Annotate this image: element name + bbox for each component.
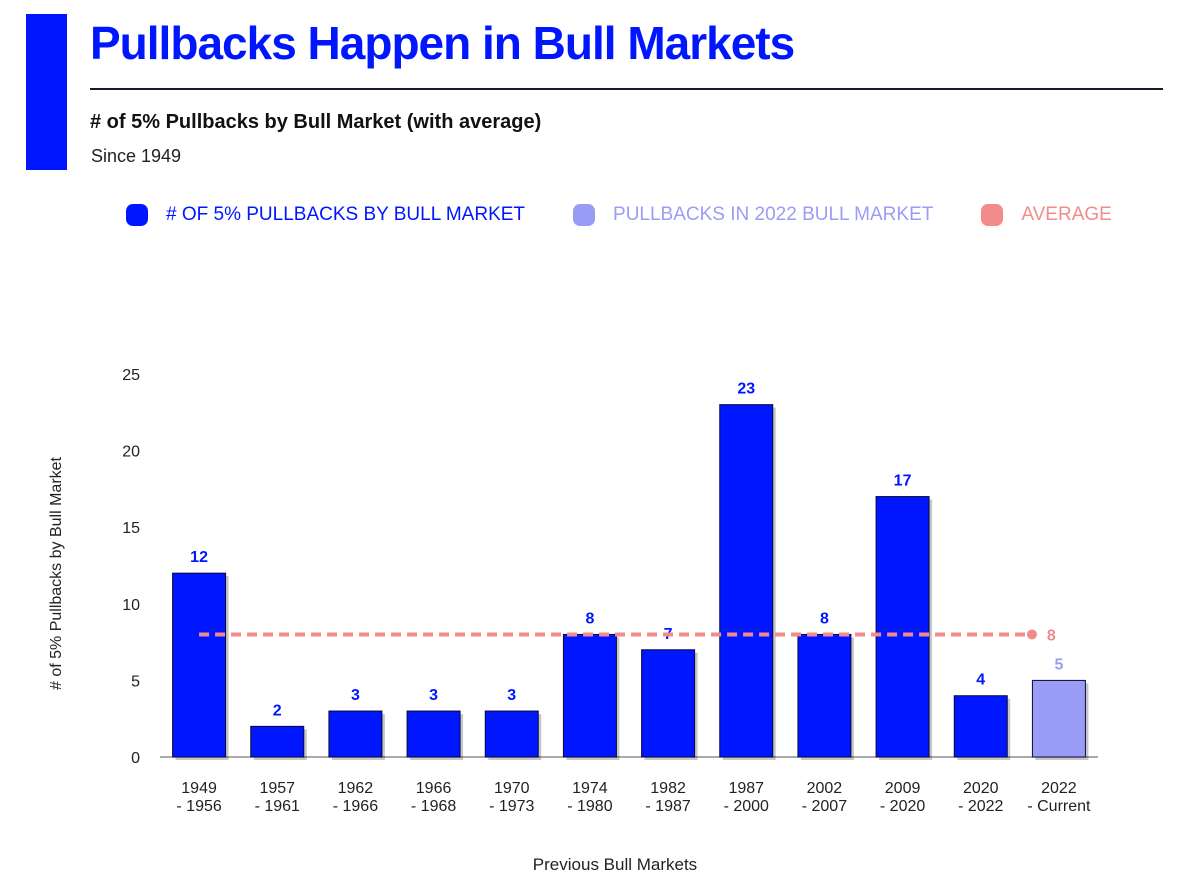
y-tick-label: 10 [122,597,140,614]
y-tick-label: 0 [131,750,140,767]
bar [562,633,617,758]
bar [953,695,1008,758]
bar [875,496,930,758]
x-tick-label-start: 2009 [885,780,921,797]
x-tick-label-start: 1966 [416,780,452,797]
x-tick-label-end: - 2007 [802,798,847,815]
x-tick-label-end: - 1980 [567,798,612,815]
chart-note: Since 1949 [91,146,182,166]
x-tick-label-end: - Current [1027,798,1091,815]
legend-item-average: AVERAGE [981,204,1112,226]
y-tick-label: 20 [122,444,140,461]
x-tick-label-end: - 1966 [333,798,378,815]
average-value-label: 8 [1047,627,1056,644]
x-tick-label-start: 2022 [1041,780,1077,797]
bar-value-label: 12 [190,549,208,566]
bar-value-label: 23 [737,381,755,398]
bar-value-label: 4 [976,672,985,689]
legend-item-2022: PULLBACKS IN 2022 BULL MARKET [573,204,933,226]
bar-value-label: 8 [585,610,594,627]
bar [250,725,305,758]
chart-subtitle: # of 5% Pullbacks by Bull Market (with a… [90,111,542,133]
y-axis-label: # of 5% Pullbacks by Bull Market [48,456,65,690]
title-divider [90,88,1163,90]
legend-label-pullbacks: # OF 5% PULLBACKS BY BULL MARKET [166,204,526,225]
legend-label-average: AVERAGE [1021,204,1112,225]
x-tick-label-start: 1987 [728,780,764,797]
average-end-marker [1026,629,1037,640]
bar [328,710,383,758]
bar [719,404,774,758]
bar [641,649,696,758]
legend-swatch-2022 [573,204,596,226]
x-tick-label-start: 1974 [572,780,608,797]
x-tick-label-start: 1982 [650,780,686,797]
bar [406,710,461,758]
x-tick-label-start: 1949 [181,780,217,797]
x-tick-label-end: - 1968 [411,798,456,815]
bar [797,633,852,758]
bar-value-label: 3 [429,687,438,704]
legend-swatch-average [981,204,1004,226]
x-tick-label-end: - 1973 [489,798,534,815]
bar-value-label: 5 [1054,656,1063,673]
bar [1031,679,1086,758]
x-tick-label-end: - 1961 [255,798,300,815]
x-tick-label-end: - 2000 [724,798,769,815]
chart-legend: # OF 5% PULLBACKS BY BULL MARKET PULLBAC… [126,204,1160,226]
x-tick-label-end: - 2020 [880,798,925,815]
bar [484,710,539,758]
x-tick-label-start: 1962 [338,780,374,797]
bar-value-label: 3 [507,687,516,704]
title-accent-bar [26,14,67,170]
bar-value-label: 2 [273,702,282,719]
legend-swatch-pullbacks [126,204,148,226]
legend-item-pullbacks: # OF 5% PULLBACKS BY BULL MARKET [126,204,525,226]
x-tick-label-end: - 2022 [958,798,1003,815]
bar-value-label: 3 [351,687,360,704]
x-tick-label-end: - 1987 [645,798,690,815]
x-tick-label-start: 1970 [494,780,530,797]
y-tick-label: 5 [131,673,140,690]
x-tick-label-start: 2020 [963,780,999,797]
x-tick-label-end: - 1956 [176,798,221,815]
x-tick-label-start: 2002 [807,780,843,797]
y-tick-label: 25 [122,367,140,384]
page-title: Pullbacks Happen in Bull Markets [90,17,795,69]
legend-label-2022: PULLBACKS IN 2022 BULL MARKET [613,204,934,225]
bar-value-label: 17 [894,473,912,490]
x-tick-label-start: 1957 [259,780,295,797]
bar-value-label: 8 [820,610,829,627]
x-axis-label: Previous Bull Markets [533,855,697,874]
y-tick-label: 15 [122,520,140,537]
bar [172,572,227,758]
